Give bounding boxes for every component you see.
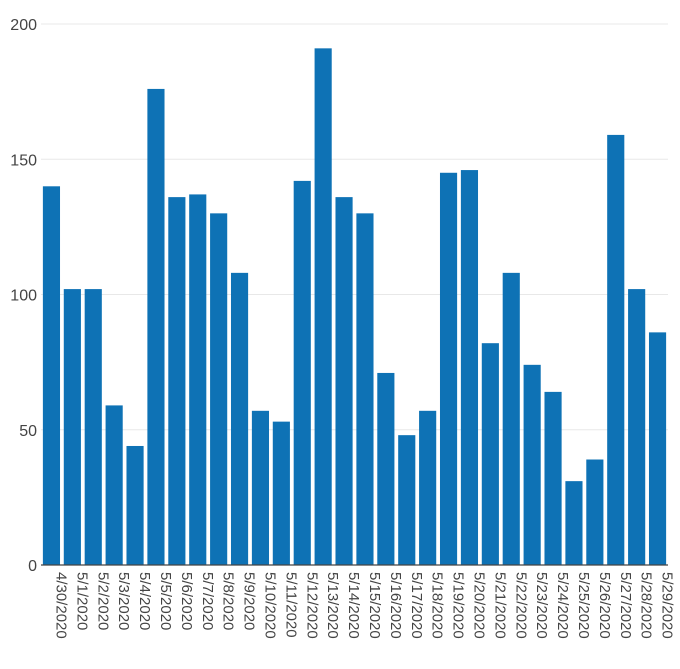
- bar[interactable]: [439, 172, 458, 565]
- x-tick-label: 5/9/2020: [241, 572, 258, 630]
- bar[interactable]: [628, 289, 646, 565]
- bar[interactable]: [356, 213, 374, 565]
- x-tick-label: 5/27/2020: [617, 572, 634, 639]
- bar[interactable]: [293, 180, 311, 565]
- bar[interactable]: [523, 364, 541, 565]
- x-tick-label: 5/14/2020: [345, 572, 362, 639]
- bar[interactable]: [502, 272, 520, 565]
- bar[interactable]: [84, 289, 102, 565]
- bar[interactable]: [272, 421, 290, 565]
- bar[interactable]: [460, 170, 479, 565]
- bar[interactable]: [607, 134, 625, 565]
- bar[interactable]: [210, 213, 228, 565]
- x-tick-label: 5/12/2020: [303, 572, 320, 639]
- bar[interactable]: [481, 343, 499, 565]
- x-tick-label: 5/25/2020: [575, 572, 592, 639]
- bar[interactable]: [565, 481, 583, 565]
- x-tick-label: 5/11/2020: [282, 572, 299, 638]
- x-tick-label: 5/19/2020: [450, 572, 467, 639]
- bar[interactable]: [314, 48, 332, 566]
- bar[interactable]: [544, 391, 562, 565]
- x-tick-label: 5/23/2020: [533, 572, 550, 639]
- bar[interactable]: [126, 445, 144, 565]
- x-tick-label: 5/7/2020: [199, 572, 216, 630]
- y-tick-label: 0: [28, 558, 37, 575]
- bar[interactable]: [147, 88, 165, 566]
- bar[interactable]: [648, 332, 667, 565]
- y-axis-tick-labels: 0 50 100 150 200: [10, 17, 37, 575]
- x-tick-label: 5/2/2020: [94, 572, 111, 630]
- x-tick-label: 4/30/2020: [52, 572, 69, 639]
- bar[interactable]: [189, 194, 207, 566]
- x-tick-label: 5/16/2020: [387, 572, 404, 639]
- x-tick-label: 5/1/2020: [73, 572, 90, 630]
- x-tick-label: 5/24/2020: [554, 572, 571, 639]
- y-tick-label: 150: [10, 152, 37, 169]
- bar[interactable]: [586, 459, 604, 565]
- bars: [42, 48, 667, 566]
- bar[interactable]: [168, 197, 186, 565]
- x-tick-label: 5/8/2020: [220, 572, 237, 630]
- bar[interactable]: [105, 405, 123, 565]
- x-tick-label: 5/13/2020: [324, 572, 341, 639]
- bar[interactable]: [419, 410, 437, 565]
- bar[interactable]: [230, 272, 249, 565]
- x-tick-label: 5/18/2020: [429, 572, 446, 639]
- x-tick-label: 5/28/2020: [638, 572, 655, 639]
- y-tick-label: 100: [10, 288, 37, 305]
- x-tick-label: 5/15/2020: [366, 572, 383, 639]
- bar[interactable]: [251, 410, 270, 565]
- x-tick-label: 5/10/2020: [261, 572, 278, 639]
- x-tick-label: 5/6/2020: [178, 572, 195, 630]
- x-tick-label: 5/21/2020: [491, 572, 508, 639]
- x-tick-label: 5/22/2020: [512, 572, 529, 639]
- x-tick-label: 5/29/2020: [659, 572, 676, 639]
- x-axis-tick-labels: 4/30/2020 5/1/2020 5/2/2020 5/3/2020 5/4/202…: [52, 572, 675, 639]
- x-tick-label: 5/20/2020: [470, 572, 487, 639]
- y-tick-label: 200: [10, 17, 37, 34]
- gridlines: [41, 23, 668, 431]
- x-tick-label: 5/3/2020: [115, 572, 132, 630]
- bar[interactable]: [398, 435, 416, 565]
- x-tick-label: 5/17/2020: [408, 572, 425, 639]
- bar[interactable]: [335, 197, 353, 565]
- x-tick-label: 5/26/2020: [596, 572, 613, 639]
- x-tick-label: 5/5/2020: [157, 572, 174, 630]
- x-tick-label: 5/4/2020: [136, 572, 153, 630]
- bar[interactable]: [42, 186, 61, 566]
- bar[interactable]: [377, 372, 395, 565]
- bar[interactable]: [63, 289, 81, 565]
- y-tick-label: 50: [19, 423, 37, 440]
